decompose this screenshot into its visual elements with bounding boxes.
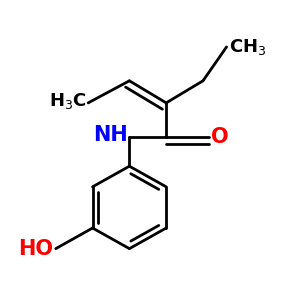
Text: H$_3$C: H$_3$C (49, 92, 87, 111)
Text: HO: HO (18, 238, 53, 259)
Text: O: O (211, 127, 229, 147)
Text: NH: NH (93, 125, 128, 145)
Text: CH$_3$: CH$_3$ (229, 37, 266, 57)
